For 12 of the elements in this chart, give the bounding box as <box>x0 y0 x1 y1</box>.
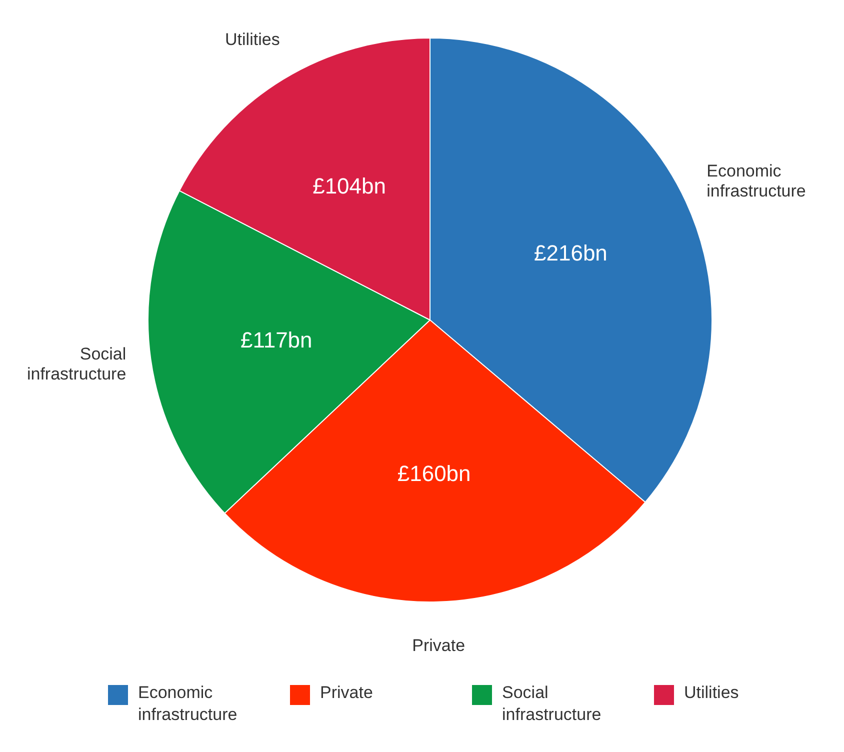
data-label: £117bn <box>240 327 312 352</box>
slice-label: Social infrastructure <box>26 344 126 384</box>
data-label: £104bn <box>312 173 386 198</box>
legend-label: Utilities <box>684 683 739 702</box>
data-label: £216bn <box>534 240 608 266</box>
slice-label: Utilities <box>225 30 280 50</box>
legend-label: Economic infrastructure <box>138 683 238 724</box>
data-label: £160bn <box>397 460 471 486</box>
slice-label: Economic infrastructure <box>706 162 806 202</box>
legend-label: Private <box>320 683 373 702</box>
slice-label: Private <box>412 636 466 656</box>
legend-label: Social infrastructure <box>502 683 602 724</box>
